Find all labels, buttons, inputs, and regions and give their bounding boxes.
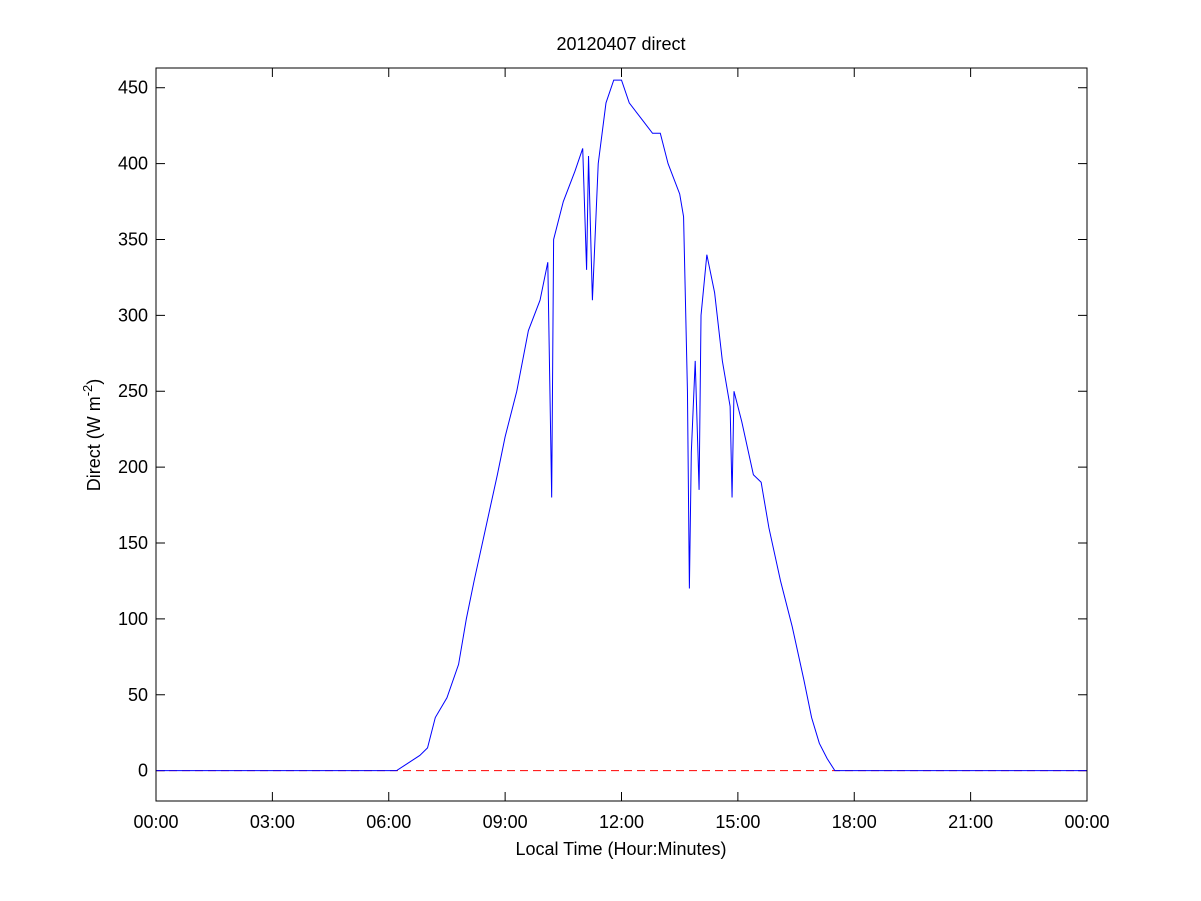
y-tick-label: 450	[118, 78, 148, 98]
chart-title: 20120407 direct	[556, 34, 685, 54]
y-tick-label: 0	[138, 761, 148, 781]
y-label-end: )	[84, 379, 104, 385]
x-tick-label: 00:00	[1064, 812, 1109, 832]
x-tick-label: 03:00	[250, 812, 295, 832]
y-tick-label: 200	[118, 457, 148, 477]
y-tick-label: 400	[118, 154, 148, 174]
y-tick-label: 300	[118, 305, 148, 325]
x-tick-label: 21:00	[948, 812, 993, 832]
x-tick-label: 09:00	[483, 812, 528, 832]
y-tick-label: 100	[118, 609, 148, 629]
y-axis-label: Direct (W m-2)	[80, 379, 104, 492]
x-tick-label: 00:00	[133, 812, 178, 832]
data-line	[156, 79, 1087, 772]
x-tick-label: 12:00	[599, 812, 644, 832]
y-label-sup: -2	[80, 385, 95, 397]
y-tick-label: 150	[118, 533, 148, 553]
x-tick-label: 15:00	[715, 812, 760, 832]
y-tick-label: 350	[118, 229, 148, 249]
x-axis-label: Local Time (Hour:Minutes)	[515, 839, 726, 859]
y-tick-label: 50	[128, 685, 148, 705]
plot-frame	[155, 67, 1088, 802]
x-tick-label: 18:00	[832, 812, 877, 832]
y-label-main: Direct (W m	[84, 396, 104, 491]
y-tick-label: 250	[118, 381, 148, 401]
x-tick-label: 06:00	[366, 812, 411, 832]
